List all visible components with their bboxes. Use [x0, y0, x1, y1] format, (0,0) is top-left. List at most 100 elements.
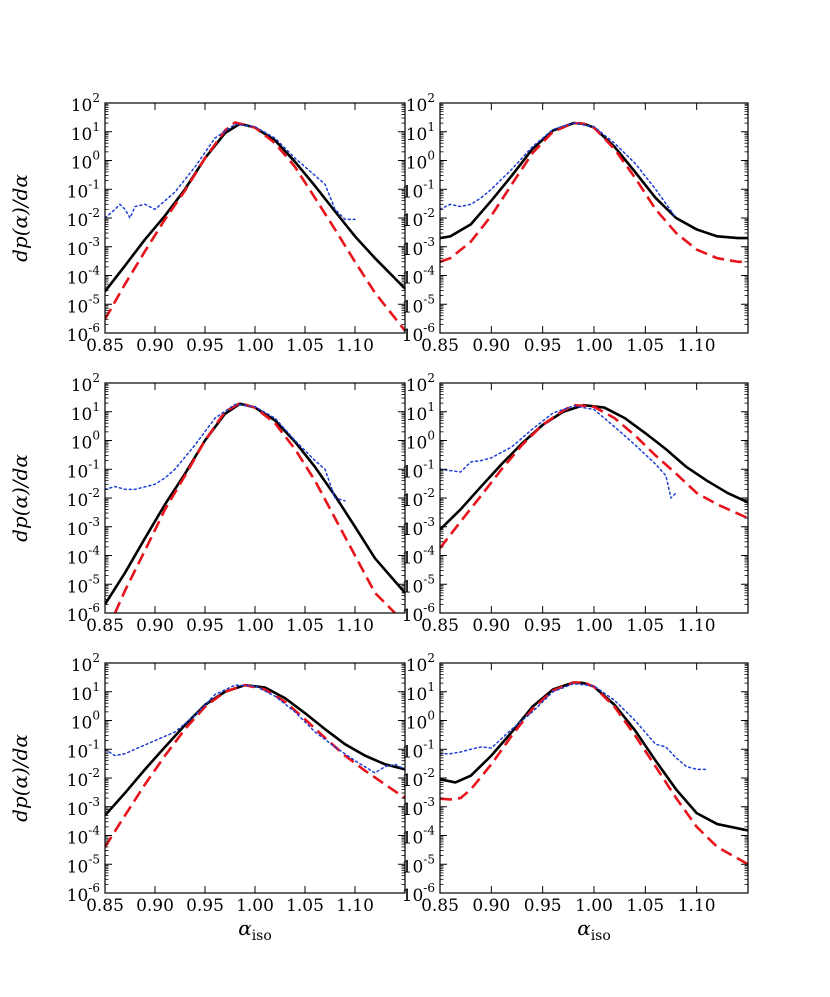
- plot-frame: [439, 382, 749, 614]
- x-tick-label: 1.00: [236, 896, 274, 916]
- series-solid-line: [105, 683, 405, 817]
- y-tick-label: 10-3: [402, 795, 435, 820]
- y-tick-label: 10-2: [402, 206, 435, 231]
- y-tick-label: 10-2: [67, 206, 100, 231]
- y-tick-label: 10-5: [402, 572, 435, 597]
- x-tick-label: 1.05: [286, 616, 324, 636]
- x-tick-label: 1.10: [336, 616, 374, 636]
- x-tick-label: 0.85: [421, 896, 459, 916]
- y-tick-label: 10-4: [67, 824, 101, 849]
- series-solid-line: [440, 681, 748, 832]
- x-tick-label: 0.90: [472, 616, 510, 636]
- series-dotted-line: [440, 682, 708, 771]
- y-tick-label: 10-2: [402, 766, 435, 791]
- panel-4: 0.85 0.90 0.95 1.00 1.05 1.10 10-6 10-5 10-4 10-3…: [402, 371, 749, 636]
- y-tick-label: 10-4: [402, 544, 436, 569]
- x-tick-label: 1.05: [286, 896, 324, 916]
- y-tick-label: 100: [71, 429, 100, 454]
- y-axis-label: dp(α)/dα: [8, 734, 32, 822]
- y-tick-label: 101: [406, 400, 435, 425]
- series-solid-line: [440, 403, 748, 531]
- y-tick-label: 10-3: [402, 515, 435, 540]
- plot-frame: [104, 382, 406, 614]
- y-tick-label: 10-1: [402, 737, 435, 762]
- y-tick-label: 10-3: [67, 235, 100, 260]
- y-tick-label: 10-5: [402, 292, 435, 317]
- y-tick-label: 101: [71, 400, 100, 425]
- x-tick-label: 1.05: [286, 336, 324, 356]
- x-tick-label: 1.00: [575, 896, 613, 916]
- y-tick-label: 10-1: [67, 177, 100, 202]
- y-tick-label: 10-5: [402, 852, 435, 877]
- x-tick-label: 0.85: [421, 616, 459, 636]
- y-tick-label: 10-6: [67, 881, 100, 906]
- x-tick-label: 0.95: [524, 336, 562, 356]
- x-tick-label: 1.00: [575, 336, 613, 356]
- plot-frame: [439, 662, 749, 894]
- series-dotted-line: [105, 684, 405, 774]
- x-tick-label: 0.85: [421, 336, 459, 356]
- y-tick-label: 102: [71, 651, 100, 676]
- y-tick-label: 10-6: [67, 321, 100, 346]
- y-tick-label: 10-5: [67, 572, 100, 597]
- x-tick-label: 0.85: [86, 336, 124, 356]
- y-tick-label: 10-4: [67, 544, 101, 569]
- x-tick-label: 0.95: [524, 616, 562, 636]
- x-tick-label: 0.95: [186, 616, 224, 636]
- panel-6: 0.85 0.90 0.95 1.00 1.05 1.10 10-6 10-5 10-4 10-3…: [402, 651, 749, 944]
- series-dashed-line: [105, 683, 405, 848]
- y-tick-label: 101: [71, 120, 100, 145]
- x-tick-label: 0.90: [472, 336, 510, 356]
- x-tick-label: 0.90: [136, 336, 174, 356]
- x-tick-label: 1.10: [336, 336, 374, 356]
- x-axis-label: αiso: [238, 916, 272, 944]
- y-tick-label: 10-3: [67, 795, 100, 820]
- x-tick-label: 0.95: [186, 896, 224, 916]
- y-tick-label: 100: [71, 709, 100, 734]
- x-tick-label: 0.85: [86, 616, 124, 636]
- series-dashed-line: [440, 681, 748, 866]
- x-tick-label: 1.10: [678, 896, 716, 916]
- x-tick-label: 0.95: [186, 336, 224, 356]
- series-solid-line: [105, 402, 405, 606]
- y-tick-label: 100: [406, 709, 435, 734]
- series-dotted-line: [440, 405, 677, 499]
- y-tick-label: 10-1: [402, 177, 435, 202]
- y-tick-label: 10-4: [67, 264, 101, 289]
- x-tick-label: 1.10: [678, 616, 716, 636]
- y-tick-label: 101: [406, 120, 435, 145]
- y-tick-label: 101: [71, 680, 100, 705]
- y-tick-label: 10-6: [402, 601, 435, 626]
- x-tick-label: 0.90: [136, 616, 174, 636]
- y-tick-label: 10-3: [402, 235, 435, 260]
- y-tick-label: 102: [71, 371, 100, 396]
- x-tick-label: 0.90: [136, 896, 174, 916]
- y-tick-label: 10-2: [67, 486, 100, 511]
- panel-1: 0.85 0.90 0.95 1.00 1.05 1.10 10-6 10-5 10-4 10-3…: [8, 91, 406, 356]
- y-tick-label: 100: [406, 149, 435, 174]
- y-tick-label: 102: [406, 371, 435, 396]
- series-dashed-line: [440, 121, 748, 264]
- series-dotted-line: [440, 122, 677, 219]
- y-tick-label: 10-1: [67, 737, 100, 762]
- panel-3: 0.85 0.90 0.95 1.00 1.05 1.10 10-6 10-5 10-4 10-3…: [8, 371, 406, 636]
- y-tick-label: 102: [71, 91, 100, 116]
- series-dashed-line: [113, 401, 396, 613]
- x-tick-label: 1.05: [626, 336, 664, 356]
- x-tick-label: 0.85: [86, 896, 124, 916]
- x-tick-label: 1.05: [626, 616, 664, 636]
- series-dotted-line: [105, 123, 356, 221]
- series-dotted-line: [105, 403, 346, 502]
- x-tick-label: 1.00: [236, 616, 274, 636]
- y-tick-label: 10-3: [67, 515, 100, 540]
- y-tick-label: 10-4: [402, 264, 436, 289]
- y-tick-label: 100: [71, 149, 100, 174]
- y-axis-label: dp(α)/dα: [8, 454, 32, 542]
- y-tick-label: 10-1: [402, 457, 435, 482]
- y-tick-label: 10-6: [67, 601, 100, 626]
- y-tick-label: 101: [406, 680, 435, 705]
- x-tick-label: 1.00: [575, 616, 613, 636]
- plot-frame: [104, 102, 406, 334]
- y-tick-label: 10-5: [67, 292, 100, 317]
